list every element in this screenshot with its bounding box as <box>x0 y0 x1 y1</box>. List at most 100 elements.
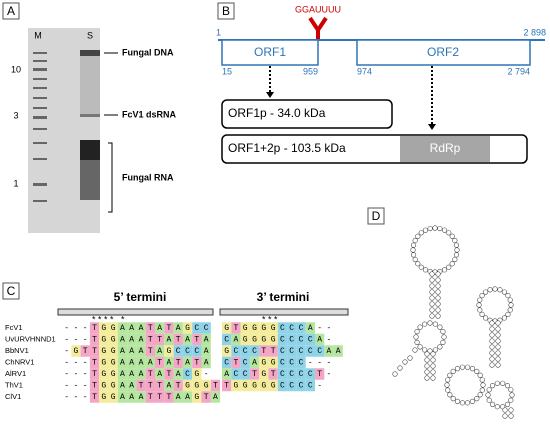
nucleotide <box>402 359 408 365</box>
base-cell <box>182 368 193 380</box>
nucleotide <box>437 225 443 232</box>
nucleotide <box>489 338 495 344</box>
nucleotide <box>422 267 429 273</box>
base-cell <box>117 345 128 357</box>
nucleotide <box>410 252 417 258</box>
nucleotide <box>464 364 471 370</box>
base-cell <box>136 345 146 357</box>
nucleotide <box>435 277 441 283</box>
nucleotide <box>441 267 448 273</box>
base-cell <box>99 356 109 369</box>
base-cell <box>268 368 278 380</box>
base-cell <box>89 333 100 346</box>
nucleotide <box>504 383 511 389</box>
nucleotide <box>424 363 430 369</box>
nucleotide <box>429 271 435 277</box>
panel-label-box <box>2 282 20 300</box>
base-cell <box>145 356 155 369</box>
base-cell <box>305 322 315 334</box>
nucleotide <box>477 372 483 378</box>
base-cell <box>173 322 183 334</box>
base-cell <box>117 368 128 380</box>
virus-name: AlRV1 <box>5 369 26 378</box>
nucleotide <box>474 396 480 402</box>
base-cell <box>231 379 241 392</box>
nucleotide <box>447 372 453 378</box>
nucleotide <box>507 307 513 313</box>
protein-label: ORF1+2p - 103.5 kDa <box>228 141 346 155</box>
annotation: FcV1 dsRNA <box>122 109 177 119</box>
nucleotide <box>508 407 514 413</box>
base-cell <box>136 391 146 403</box>
base-cell <box>192 379 202 392</box>
base-cell <box>296 379 306 392</box>
nucleotide <box>454 247 460 253</box>
base-cell <box>287 379 297 392</box>
nucleotide <box>489 362 495 368</box>
base-cell <box>268 322 278 334</box>
nucleotide <box>508 413 514 419</box>
nucleotide <box>432 225 438 231</box>
base-cell <box>240 322 250 334</box>
base-cell <box>127 345 137 357</box>
base-cell <box>108 356 118 369</box>
base-cell <box>136 379 146 392</box>
base-cell <box>89 356 100 369</box>
base-cell <box>145 368 155 380</box>
nucleotide <box>495 338 501 344</box>
nucleotide <box>502 407 508 413</box>
base-cell <box>305 379 315 392</box>
base-cell <box>155 391 165 403</box>
base-cell <box>89 345 100 357</box>
nucleotide <box>449 233 455 239</box>
nucleotide <box>479 387 485 393</box>
base-cell <box>108 368 118 380</box>
nucleotide <box>410 242 417 248</box>
nucleotide <box>454 398 461 404</box>
base-cell <box>173 391 183 403</box>
nucleotide <box>414 329 420 335</box>
base-cell <box>259 356 269 369</box>
nucleotide <box>424 369 430 375</box>
nucleotide <box>427 320 433 326</box>
base-cell <box>71 345 81 357</box>
nucleotide <box>480 382 486 388</box>
nucleotide <box>412 347 418 353</box>
nucleotide <box>495 326 501 332</box>
domain-label: RdRp <box>430 141 461 155</box>
base-cell <box>231 356 241 369</box>
base-cell <box>201 333 211 346</box>
base-cell <box>127 356 137 369</box>
panel-label: A <box>7 4 15 18</box>
arrow-head <box>266 92 274 98</box>
base-cell <box>222 368 232 380</box>
base-cell <box>108 379 118 392</box>
orf-box <box>221 39 319 66</box>
base-cell <box>305 368 315 380</box>
nucleotide <box>495 362 501 368</box>
nucleotide <box>508 302 514 308</box>
nucleotide <box>435 271 441 277</box>
nucleotide <box>501 315 508 321</box>
nucleotide <box>486 387 492 393</box>
base-cell <box>287 368 297 380</box>
base-cell <box>117 322 128 334</box>
nucleotide <box>422 227 429 233</box>
base-cell <box>231 345 241 357</box>
nucleotide <box>413 334 419 340</box>
nucleotide <box>415 261 421 267</box>
nucleotide <box>505 292 511 299</box>
nucleotide <box>495 356 501 362</box>
base-cell <box>108 391 118 403</box>
base-cell <box>249 368 260 380</box>
nucleotide <box>485 392 491 398</box>
region-bar <box>57 308 214 316</box>
nucleotide <box>392 371 398 377</box>
nucleotide <box>429 313 435 319</box>
conservation: * * * * * <box>92 314 125 324</box>
orf-name: ORF2 <box>427 45 459 59</box>
